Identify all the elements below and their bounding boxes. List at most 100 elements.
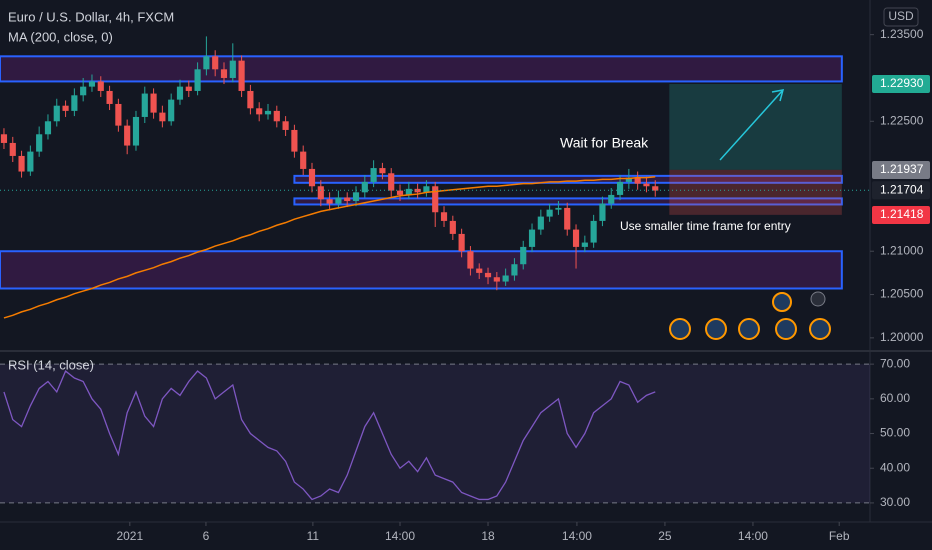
candle-body	[247, 90, 254, 109]
annotation: Use smaller time frame for entry	[620, 219, 791, 233]
candle-body	[467, 251, 474, 269]
candle-body	[220, 69, 228, 78]
y-tick-label: 1.22500	[880, 113, 924, 127]
candle-body	[625, 177, 632, 182]
price-tag-label: 1.21418	[880, 207, 924, 221]
candle-body	[229, 60, 236, 78]
candle-body	[405, 188, 412, 195]
candle-body	[352, 192, 360, 201]
rsi-legend: RSI (14, close)	[8, 357, 94, 372]
y-tick-label: 70.00	[880, 356, 910, 370]
candle-body	[203, 56, 210, 70]
candle-body	[115, 103, 122, 126]
candle-body	[44, 121, 52, 135]
price-tag	[872, 75, 930, 94]
event-icon	[705, 318, 727, 340]
candle-body	[608, 194, 615, 204]
candle-body	[379, 168, 386, 174]
candle-body	[520, 246, 527, 265]
symbol-title: Euro / U.S. Dollar, 4h, FXCM	[8, 9, 174, 24]
y-tick-label: 1.20000	[880, 330, 924, 344]
x-tick-label: 25	[658, 529, 672, 543]
candle-body	[106, 90, 113, 104]
currency: USD	[888, 9, 914, 23]
candle-body	[71, 95, 78, 111]
x-tick-label: 14:00	[385, 529, 415, 543]
x-tick-label: 14:00	[738, 529, 768, 543]
candle-body	[511, 264, 518, 276]
x-tick-label: 11	[307, 529, 320, 543]
ma-line	[3, 175, 656, 319]
x-tick-label: 18	[481, 529, 495, 543]
candle-body	[528, 229, 536, 247]
candle-body	[141, 93, 148, 117]
candle-body	[212, 56, 219, 70]
y-tick-label: 60.00	[880, 391, 910, 405]
candle-body	[27, 151, 34, 172]
candle-body	[484, 272, 492, 278]
event-icon	[775, 318, 797, 340]
candle-body	[493, 277, 500, 282]
candle-body	[555, 207, 562, 210]
candle-body	[317, 186, 324, 200]
candle-body	[150, 93, 157, 113]
x-tick-label: Feb	[829, 529, 850, 543]
x-tick-label: 14:00	[562, 529, 592, 543]
arrow-head	[771, 89, 785, 102]
candle-body	[282, 121, 289, 130]
candle-body	[652, 186, 659, 191]
event-icon	[809, 318, 831, 340]
price-tag-label: 1.22930	[880, 76, 924, 90]
candle-body	[590, 220, 597, 243]
candle-body	[476, 268, 483, 273]
arrow-line	[719, 89, 784, 161]
ma-legend: MA (200, close, 0)	[8, 29, 113, 44]
stop-area	[669, 169, 842, 215]
candle-body	[9, 142, 16, 156]
candle-body	[423, 186, 430, 193]
candle-body	[159, 112, 166, 122]
rsi-line	[3, 370, 656, 501]
zone	[293, 174, 843, 184]
annotation: Wait for Break	[560, 135, 649, 151]
y-tick-label: 30.00	[880, 495, 910, 509]
y-tick-label: 50.00	[880, 426, 910, 440]
candle-body	[97, 81, 104, 91]
candle-body	[537, 216, 544, 230]
candle-body	[432, 186, 439, 213]
candle-body	[132, 116, 140, 146]
candle-body	[291, 129, 298, 152]
candle-body	[458, 233, 465, 252]
candle-body	[502, 275, 509, 282]
candle-body	[326, 199, 333, 204]
y-tick-label: 1.21000	[880, 243, 924, 257]
x-tick-label: 2021	[116, 529, 143, 543]
candle-body	[176, 86, 184, 100]
event-icon	[738, 318, 760, 340]
event-icon	[772, 292, 792, 312]
candle-body	[194, 69, 201, 91]
currency-box[interactable]	[883, 7, 919, 27]
candle-body	[361, 181, 368, 193]
candle-body	[599, 203, 606, 221]
event-icon	[810, 291, 826, 307]
candle-body	[256, 108, 263, 115]
candle-body	[564, 207, 571, 230]
candle-body	[643, 183, 650, 187]
main-pane: 1.23500 1.22500 1.21000 1.20500 1.20000 2021 6…	[0, 27, 930, 543]
candle-body	[36, 134, 43, 152]
y-tick-label: 1.23500	[880, 27, 924, 41]
candle-body	[546, 209, 553, 217]
candle-body	[185, 86, 192, 91]
event-icon	[669, 318, 691, 340]
candle-body	[581, 242, 588, 247]
candle-body	[300, 151, 307, 169]
price-tag	[872, 206, 930, 225]
candle-body	[18, 155, 25, 172]
price-tag-label: 1.21937	[880, 162, 924, 176]
zone	[0, 250, 843, 290]
candle-body	[616, 181, 624, 195]
candle-body	[370, 168, 377, 182]
candle-body	[634, 177, 641, 184]
